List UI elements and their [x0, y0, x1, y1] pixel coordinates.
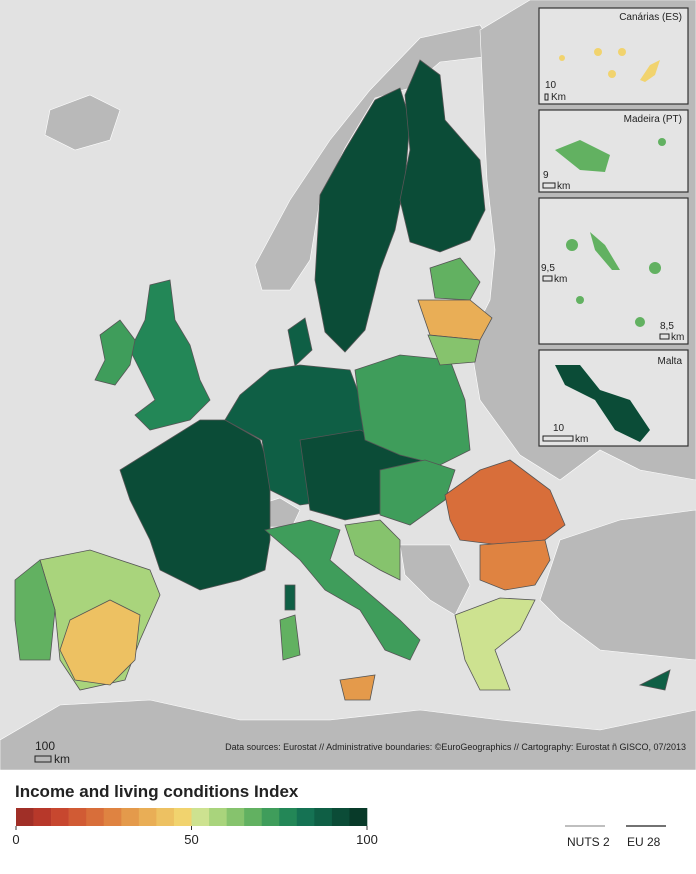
color-swatch: [244, 808, 262, 826]
color-swatch: [331, 808, 350, 826]
inset-shapes: [555, 48, 666, 442]
tick-label: 100: [356, 832, 378, 847]
denmark: [287, 317, 313, 367]
color-swatch: [33, 808, 52, 826]
scale-unit: Km: [551, 92, 566, 103]
scale-value: 9,5: [541, 263, 555, 274]
color-swatch: [226, 808, 245, 826]
color-swatch: [173, 808, 192, 826]
corsica: [284, 584, 296, 611]
source-note: Data sources: Eurostat // Administrative…: [225, 742, 686, 752]
portugal: [14, 559, 56, 661]
color-swatch: [296, 808, 315, 826]
tick-label: 0: [12, 832, 19, 847]
color-swatch: [121, 808, 140, 826]
color-swatch: [86, 808, 105, 826]
color-swatch: [51, 808, 69, 826]
color-swatch: [68, 808, 87, 826]
spain-south: [59, 599, 141, 686]
color-swatch: [103, 808, 122, 826]
tick-label: 50: [184, 832, 198, 847]
lithuania: [427, 334, 481, 366]
scale-value: 8,5: [660, 321, 674, 332]
color-swatch: [156, 808, 175, 826]
finland: [399, 59, 486, 253]
italy: [264, 519, 421, 661]
scale-unit: km: [54, 752, 70, 766]
scale-value: 10: [545, 80, 557, 91]
inset-title: Canárias (ES): [619, 12, 682, 23]
legend-title: Income and living conditions Index: [15, 782, 299, 801]
eu-regions: [14, 59, 671, 701]
bulgaria: [479, 539, 551, 591]
scale-unit: km: [554, 274, 567, 285]
boundary-legend: EU 28: [627, 835, 661, 849]
boundary-legend: NUTS 2: [567, 835, 610, 849]
scale-unit: km: [557, 181, 570, 192]
inset-box: [538, 197, 689, 345]
poland: [354, 354, 471, 466]
scale-value: 9: [543, 170, 549, 181]
color-swatch: [349, 808, 368, 826]
scale-unit: km: [575, 434, 588, 445]
color-swatch: [16, 808, 34, 826]
inset-title: Madeira (PT): [624, 114, 682, 125]
cyprus: [638, 669, 671, 691]
color-scale: 0 50 100: [12, 808, 378, 847]
estonia: [429, 257, 481, 301]
france: [119, 419, 271, 591]
croatia-slovenia: [344, 519, 401, 581]
scale-value: 10: [553, 423, 565, 434]
greece: [454, 597, 536, 691]
inset-title: Malta: [658, 356, 683, 367]
color-swatch: [191, 808, 210, 826]
color-swatch: [261, 808, 280, 826]
sicily: [339, 674, 376, 701]
color-swatch: [279, 808, 298, 826]
romania: [444, 459, 566, 546]
uk: [129, 279, 211, 431]
scale-bars: [34, 93, 670, 763]
color-swatch: [209, 808, 227, 826]
ireland: [94, 319, 136, 386]
latvia: [417, 299, 493, 341]
hungary-slovakia: [379, 459, 456, 526]
sardinia: [279, 614, 301, 661]
scale-unit: km: [671, 332, 684, 343]
color-swatch: [138, 808, 157, 826]
color-swatch: [314, 808, 333, 826]
sweden: [314, 87, 411, 353]
scale-value: 100: [35, 739, 55, 753]
